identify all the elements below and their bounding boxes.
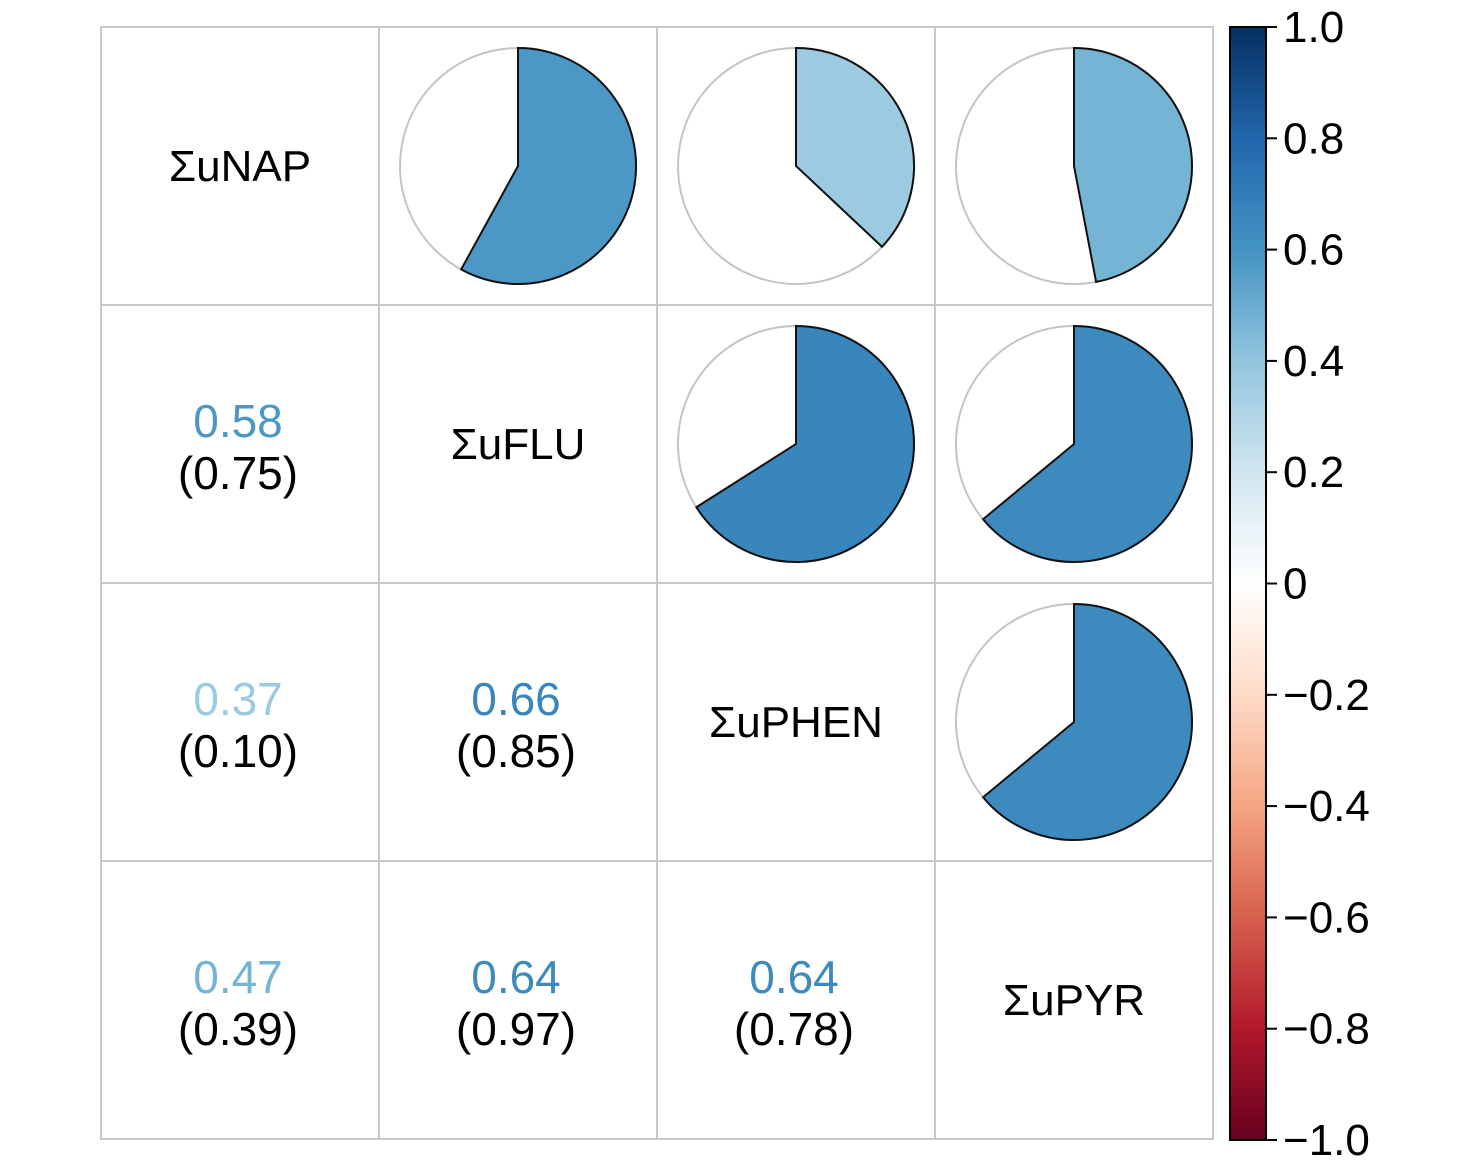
correlation-value-label: 0.58 [193,395,283,447]
correlation-value-label: 0.64 [471,951,561,1003]
colorbar-tick-label: −1.0 [1283,1116,1370,1165]
matrix-grid [100,26,1214,1140]
diagonal-variable-label: ΣuPYR [1003,976,1145,1025]
p-value-label: (0.10) [178,725,298,777]
p-value-label: (0.39) [178,1003,298,1055]
colorbar-tick-label: 0.6 [1283,226,1344,275]
pie-slice [1073,46,1193,284]
colorbar-tick-label: 0.4 [1283,337,1344,386]
pie-slice [694,324,915,563]
colorbar-tick-label: −0.8 [1283,1005,1370,1054]
diagonal-variable-label: ΣuFLU [451,420,586,469]
colorbar-tick-label: 0.2 [1283,448,1344,497]
colorbar-tick-label: 0 [1283,560,1307,609]
colorbar-gradient [1229,26,1267,1141]
colorbar-tick-label: −0.6 [1283,893,1370,942]
matrix-cells: ΣuNAP 0.58(0.75) ΣuFLU 0.37(0.10) 0.66(0.85)… [169,46,1193,1055]
diagonal-variable-label: ΣuNAP [169,142,311,191]
p-value-label: (0.75) [178,447,298,499]
correlation-value-label: 0.66 [471,673,561,725]
pie-slice [981,602,1193,841]
colorbar-tick-label: 0.8 [1283,114,1344,163]
p-value-label: (0.85) [456,725,576,777]
pie-slice [459,46,637,285]
correlation-value-label: 0.37 [193,673,283,725]
p-value-label: (0.78) [734,1003,854,1055]
colorbar: 1.0 0.8 0.6 0.4 0.2 0 −0.2 −0.4 −0.6 −0.8 −1.0 [1229,3,1370,1165]
pie-slice [981,324,1193,563]
pie-slice [795,46,916,249]
colorbar-tick-label: −0.4 [1283,782,1370,831]
correlation-value-label: 0.64 [749,951,839,1003]
matrix-cell-border [934,860,1214,1140]
colorbar-tick-label: 1.0 [1283,3,1344,52]
correlation-value-label: 0.47 [193,951,283,1003]
p-value-label: (0.97) [456,1003,576,1055]
colorbar-tick-label: −0.2 [1283,671,1370,720]
diagonal-variable-label: ΣuPHEN [709,698,883,747]
